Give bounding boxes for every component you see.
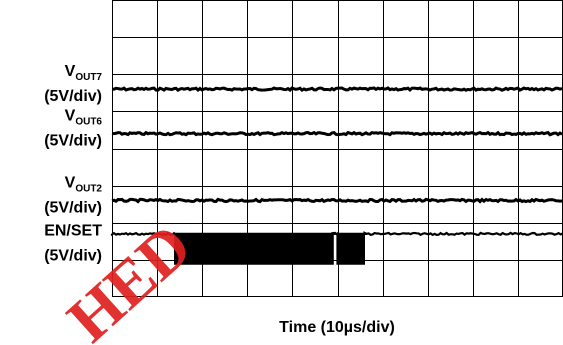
channel-scale-vout6: (5V/div)	[44, 133, 102, 150]
trace-vout2	[111, 197, 563, 204]
channel-name-en-set: EN/SET	[44, 223, 102, 240]
trace-vout7	[111, 86, 563, 93]
channel-labels: VOUT7 (5V/div) VOUT6 (5V/div) VOUT2 (5V/div) E…	[44, 63, 102, 265]
trace-en-set	[110, 230, 563, 265]
channel-name-vout7: VOUT7	[65, 63, 103, 83]
channel-name-vout6: VOUT6	[65, 108, 103, 128]
trace-vout6	[111, 130, 563, 137]
x-axis-label: Time (10µs/div)	[279, 319, 395, 336]
channel-name-vout2: VOUT2	[65, 174, 103, 194]
channel-scale-vout2: (5V/div)	[44, 199, 102, 216]
channel-scale-vout7: (5V/div)	[44, 88, 102, 105]
channel-scale-en-set: (5V/div)	[44, 248, 102, 265]
traces	[110, 86, 563, 265]
